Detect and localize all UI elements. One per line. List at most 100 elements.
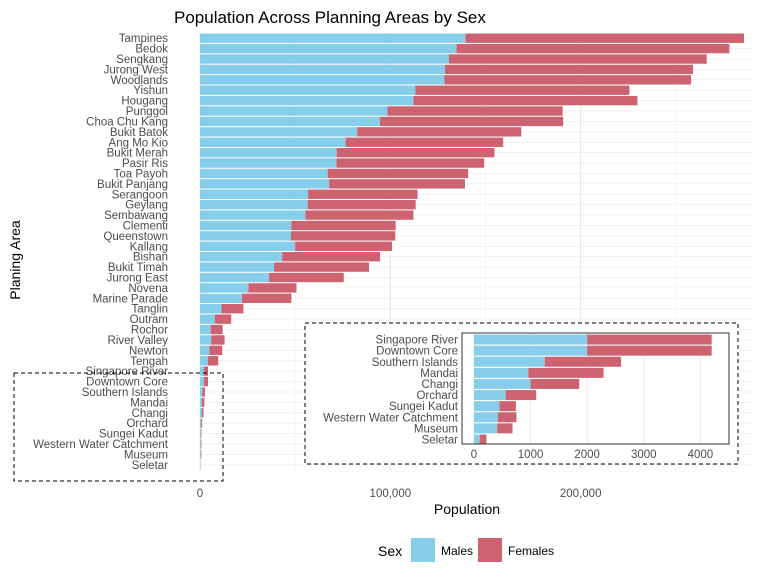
bar-males-serangoon xyxy=(200,189,309,199)
category-label-museum: Museum xyxy=(124,449,168,461)
category-label-tengah: Tengah xyxy=(130,356,168,368)
bar-males-novena xyxy=(200,283,249,293)
inset-x-tick-label: 3000 xyxy=(631,449,657,461)
bar-males-ang-mo-kio xyxy=(200,137,346,147)
category-label-sungei-kadut: Sungei Kadut xyxy=(99,429,169,441)
bar-males-sungei-kadut xyxy=(200,428,201,439)
bar-females-geylang xyxy=(307,199,416,210)
category-label-outram: Outram xyxy=(130,314,168,326)
bar-males-choa-chu-kang xyxy=(200,116,380,127)
category-label-ang-mo-kio: Ang Mo Kio xyxy=(109,137,168,149)
bar-females-bukit-panjang xyxy=(329,179,465,189)
inset-category-label-orchard: Orchard xyxy=(416,390,458,402)
category-label-tanglin: Tanglin xyxy=(132,304,168,316)
bar-females-serangoon xyxy=(308,189,418,199)
bar-females-newton xyxy=(209,345,223,356)
inset-bar-males-singapore-river xyxy=(474,334,588,345)
category-label-jurong-west: Jurong West xyxy=(104,64,169,76)
category-label-bedok: Bedok xyxy=(135,44,168,56)
bar-males-bishan xyxy=(200,252,283,262)
legend-title: Sex xyxy=(378,543,402,559)
category-label-bukit-panjang: Bukit Panjang xyxy=(97,179,168,191)
category-label-mandai: Mandai xyxy=(130,397,168,409)
bar-females-sembawang xyxy=(305,210,414,220)
bar-females-river-valley xyxy=(211,335,225,345)
inset-bar-males-sungei-kadut xyxy=(474,401,500,412)
inset-category-label-seletar: Seletar xyxy=(422,434,459,446)
bar-males-tanglin xyxy=(200,304,222,314)
category-label-southern-islands: Southern Islands xyxy=(82,387,169,399)
inset-bar-males-western-water-catchment xyxy=(474,412,498,423)
bar-males-bukit-panjang xyxy=(200,179,330,189)
bar-males-bedok xyxy=(200,43,457,54)
category-label-downtown-core: Downtown Core xyxy=(86,377,168,389)
category-label-bukit-timah: Bukit Timah xyxy=(108,262,168,274)
inset-category-label-changi: Changi xyxy=(422,379,458,391)
inset-x-tick-label: 4000 xyxy=(688,449,714,461)
bar-males-mandai xyxy=(200,397,202,408)
inset-category-label-southern-islands: Southern Islands xyxy=(372,357,459,369)
bar-females-bukit-batok xyxy=(357,127,522,137)
inset-x-tick-labels: 0 1000 2000 3000 4000 xyxy=(471,449,713,461)
category-label-orchard: Orchard xyxy=(126,418,168,430)
bar-females-punggol xyxy=(387,106,563,116)
category-label-bishan: Bishan xyxy=(133,252,168,264)
legend-label-males: Males xyxy=(441,544,473,558)
legend: Sex Males Females xyxy=(378,538,554,562)
bar-females-sengkang xyxy=(448,54,707,64)
bar-males-pasir-ris xyxy=(200,158,337,168)
category-label-toa-payoh: Toa Payoh xyxy=(114,168,168,180)
bar-females-hougang xyxy=(413,95,638,106)
bar-females-bishan xyxy=(282,252,381,262)
bar-females-ang-mo-kio xyxy=(345,137,504,147)
bar-males-bukit-batok xyxy=(200,127,358,137)
inset-bar-females-singapore-river xyxy=(587,334,712,345)
bar-females-mandai xyxy=(201,397,205,408)
bar-males-queenstown xyxy=(200,231,291,241)
zoom-region-box xyxy=(13,372,224,482)
legend-label-females: Females xyxy=(508,544,554,558)
category-label-western-water-catchment: Western Water Catchment xyxy=(33,439,169,451)
bar-females-tanglin xyxy=(221,304,244,314)
bar-males-sengkang xyxy=(200,54,449,64)
bar-females-novena xyxy=(248,283,297,293)
bar-females-jurong-east xyxy=(269,272,344,283)
category-label-tampines: Tampines xyxy=(119,33,168,45)
bar-males-marine-parade xyxy=(200,293,242,304)
inset-bar-males-southern-islands xyxy=(474,356,545,367)
bar-females-western-water-catchment xyxy=(200,439,202,449)
category-label-bukit-merah: Bukit Merah xyxy=(107,148,168,160)
category-label-seletar: Seletar xyxy=(132,460,169,472)
bar-females-tampines xyxy=(465,33,745,43)
bar-females-yishun xyxy=(415,85,630,95)
y-axis-label: Planing Area xyxy=(7,220,23,300)
category-label-geylang: Geylang xyxy=(125,200,168,212)
bar-females-choa-chu-kang xyxy=(379,116,564,127)
bar-males-changi xyxy=(200,408,202,418)
bar-males-orchard xyxy=(200,418,202,428)
bar-males-kallang xyxy=(200,241,296,251)
inset-bar-females-western-water-catchment xyxy=(497,412,517,423)
bar-males-yishun xyxy=(200,85,416,95)
bar-females-toa-payoh xyxy=(327,168,469,179)
bar-females-singapore-river xyxy=(203,366,208,376)
inset-bar-females-museum xyxy=(497,423,513,434)
inset-bar-males-orchard xyxy=(474,390,506,401)
bar-males-western-water-catchment xyxy=(200,439,201,449)
bar-males-clementi xyxy=(200,220,292,231)
legend-swatch-males xyxy=(411,538,435,562)
category-label-serangoon: Serangoon xyxy=(112,189,168,201)
bar-males-downtown-core xyxy=(200,376,204,387)
bar-females-southern-islands xyxy=(202,387,205,397)
category-label-pasir-ris: Pasir Ris xyxy=(122,158,168,170)
category-label-rochor: Rochor xyxy=(131,325,168,337)
category-label-bukit-batok: Bukit Batok xyxy=(110,127,168,139)
bar-females-outram xyxy=(214,314,232,324)
category-label-sembawang: Sembawang xyxy=(104,210,168,222)
bar-males-hougang xyxy=(200,95,414,106)
category-label-hougang: Hougang xyxy=(121,96,168,108)
bar-females-rochor xyxy=(210,324,223,335)
